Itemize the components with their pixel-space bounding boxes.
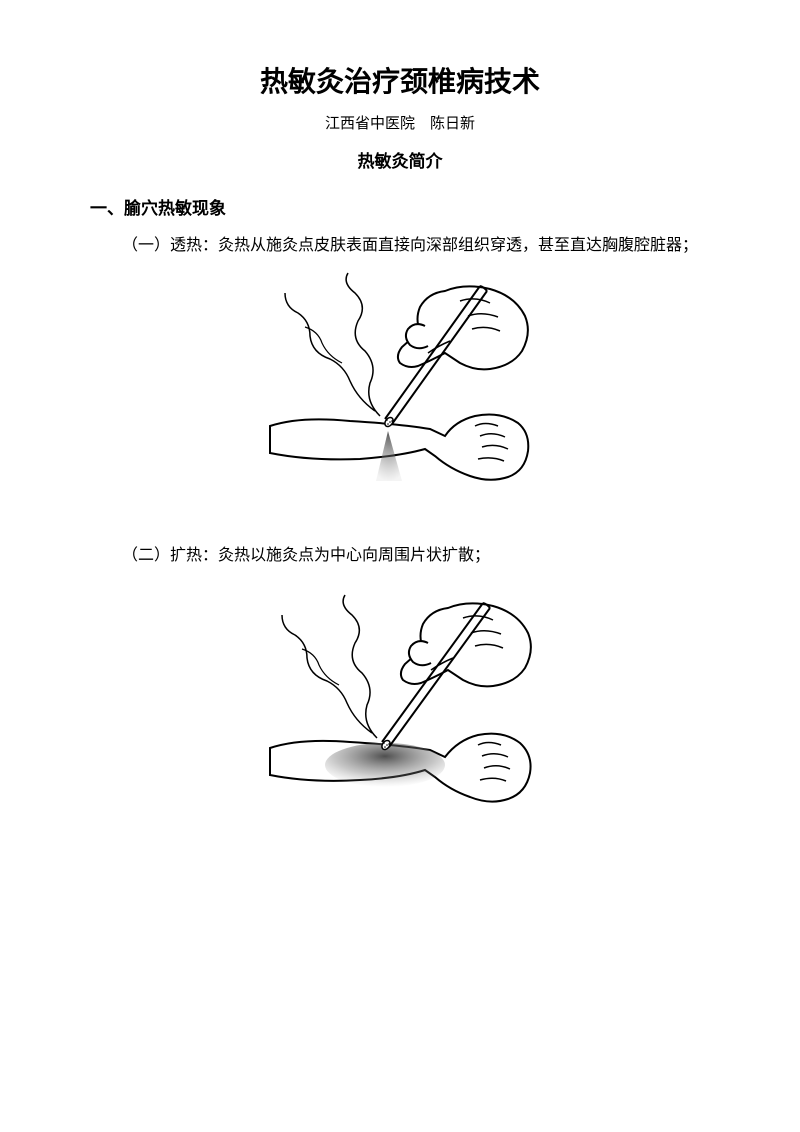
moxibustion-illustration-1 [250,271,550,511]
section-intro-heading: 热敏灸简介 [90,147,710,172]
moxibustion-illustration-2 [250,580,550,830]
document-subtitle: 江西省中医院 陈日新 [90,112,710,133]
paragraph-1: （一）透热：灸热从施灸点皮肤表面直接向深部组织穿透，甚至直达胸腹腔脏器； [90,231,710,261]
heading-1: 一、腧穴热敏现象 [90,194,710,219]
figure-2-spreading-heat [90,580,710,830]
document-title: 热敏灸治疗颈椎病技术 [90,60,710,100]
figure-1-penetrating-heat [90,271,710,511]
paragraph-2: （二）扩热：灸热以施灸点为中心向周围片状扩散； [90,541,710,571]
